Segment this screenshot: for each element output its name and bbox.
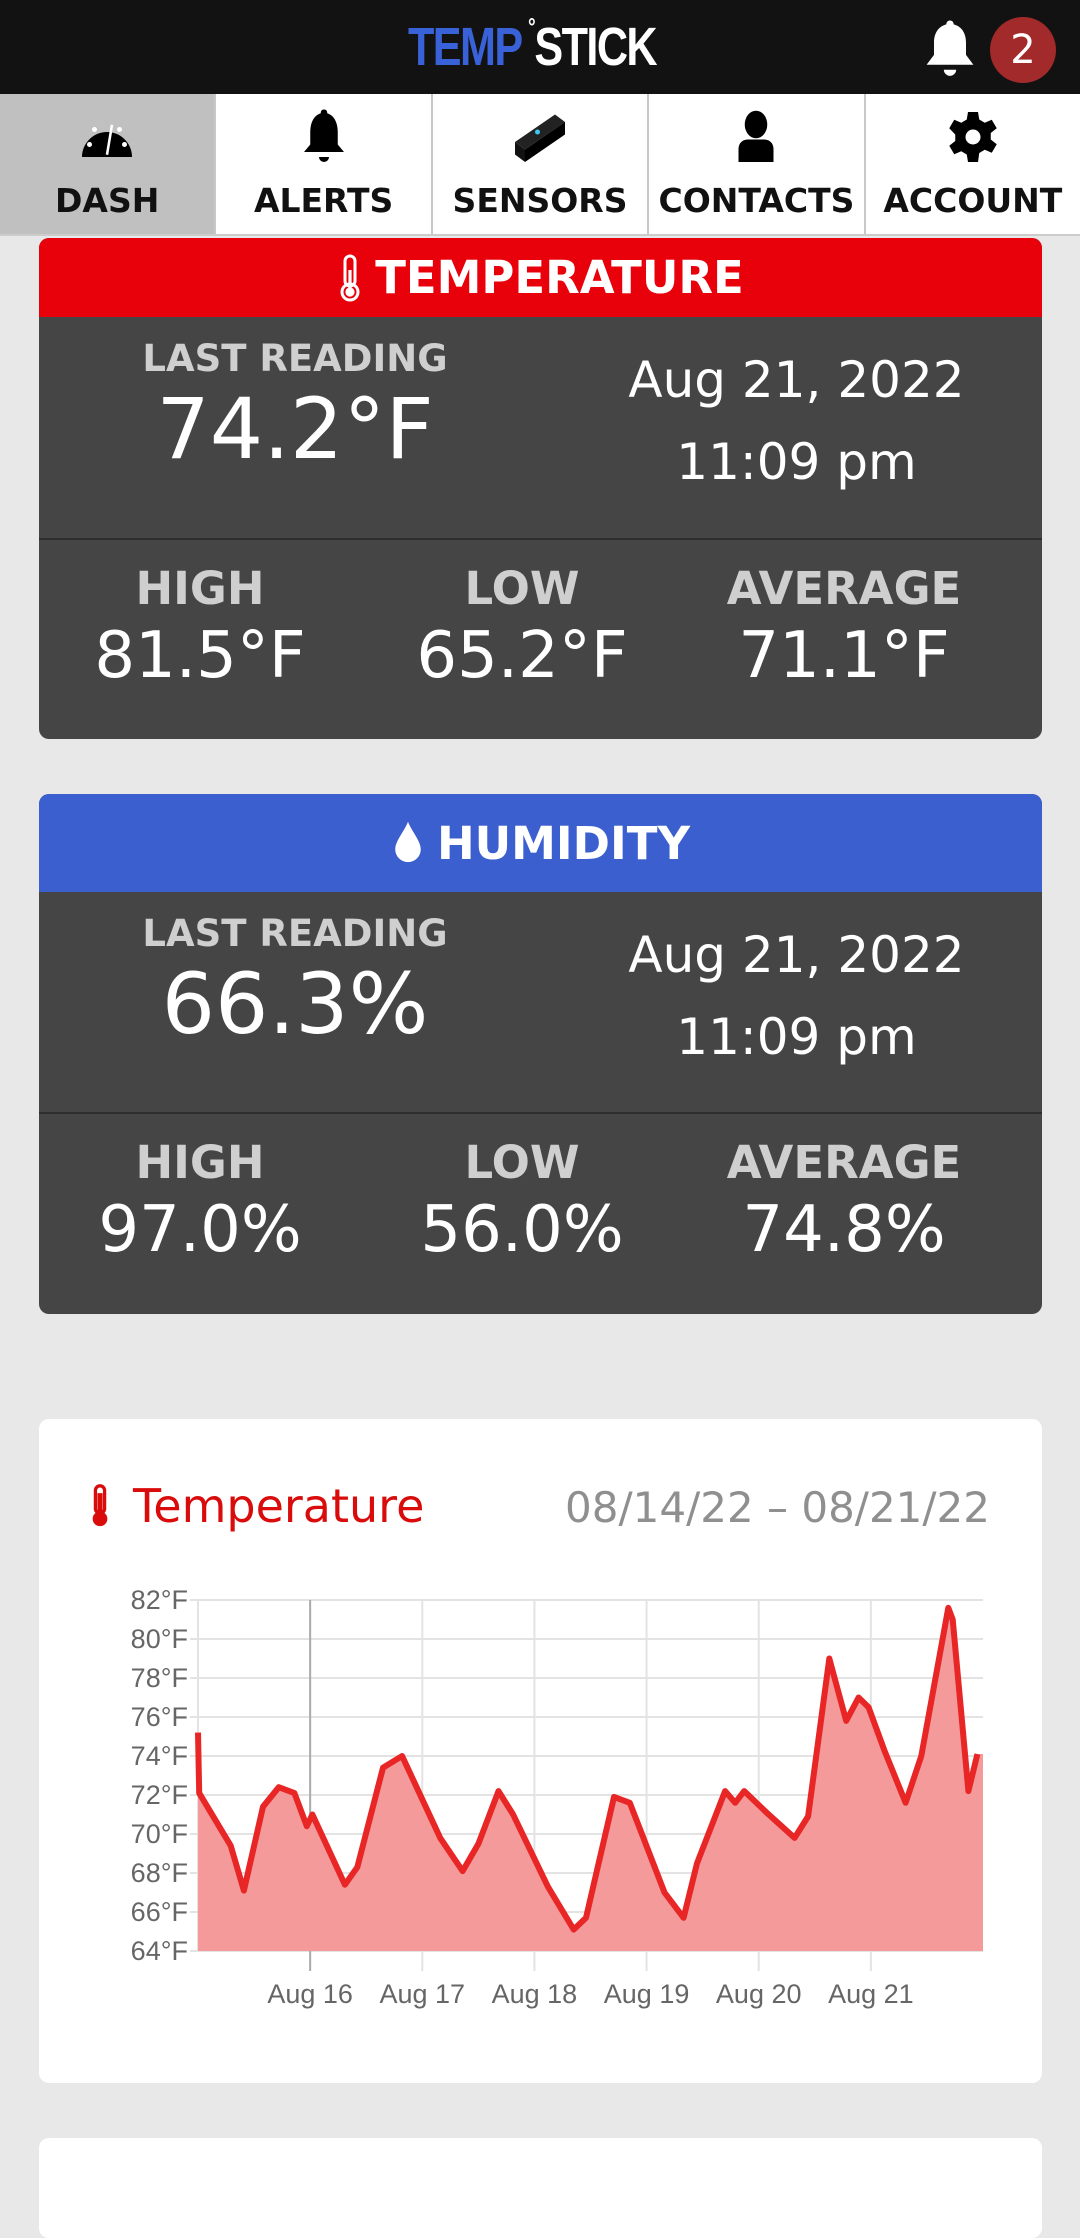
average-label: AVERAGE: [726, 562, 962, 615]
high-label: HIGH: [135, 1136, 265, 1189]
gear-icon: [949, 112, 997, 162]
reading-time: 11:09 pm: [676, 1008, 917, 1066]
y-tick-label: 66°F: [131, 1897, 188, 1927]
notifications-bell-icon[interactable]: [920, 18, 980, 82]
low-value: 65.2°F: [416, 619, 628, 693]
low-value: 56.0%: [420, 1193, 624, 1267]
reading-date: Aug 21, 2022: [628, 926, 965, 984]
gauge-icon: [82, 124, 133, 157]
y-tick-label: 78°F: [131, 1663, 188, 1693]
y-tick-label: 74°F: [131, 1741, 188, 1771]
temperature-chart: 64°F 66°F 68°F 70°F 72°F 74°F 76°F 78°F 80°F 82°F…: [131, 1585, 983, 2009]
high-label: HIGH: [135, 562, 265, 615]
high-value: 97.0%: [98, 1193, 302, 1267]
last-reading-value: 66.3%: [161, 955, 429, 1053]
y-tick-label: 64°F: [131, 1936, 188, 1966]
thermometer-icon: [340, 254, 360, 301]
temperature-chart-card: 64°F 66°F 68°F 70°F 72°F 74°F 76°F 78°F 80°F 82°F…: [39, 1419, 1042, 2083]
x-tick-label: Aug 17: [379, 1979, 465, 2009]
x-tick-label: Aug 18: [492, 1979, 578, 2009]
x-tick-label: Aug 20: [716, 1979, 802, 2009]
temp-stick-logo: TEMP ° STICK: [408, 14, 658, 77]
chart-date-range[interactable]: 08/14/22 – 08/21/22: [565, 1483, 990, 1532]
x-tick-label: Aug 16: [267, 1979, 353, 2009]
y-tick-label: 68°F: [131, 1858, 188, 1888]
tab-account[interactable]: ACCOUNT: [866, 94, 1080, 234]
humidity-card-header: HUMIDITY: [39, 794, 1042, 892]
chart-title: Temperature: [89, 1479, 424, 1533]
person-icon: [738, 110, 774, 162]
low-label: LOW: [464, 1136, 580, 1189]
last-reading-label: LAST READING: [142, 912, 448, 955]
main-nav: DASH ALERTS SENSORS CONTACTS ACCOUNT: [0, 94, 1080, 236]
reading-time: 11:09 pm: [676, 433, 917, 491]
notification-count-badge[interactable]: 2: [990, 17, 1056, 83]
y-tick-label: 76°F: [131, 1702, 188, 1732]
reading-date: Aug 21, 2022: [628, 351, 965, 409]
tab-dash[interactable]: DASH: [0, 94, 217, 234]
tab-alerts[interactable]: ALERTS: [216, 94, 433, 234]
tab-sensors[interactable]: SENSORS: [433, 94, 650, 234]
average-value: 71.1°F: [738, 619, 950, 693]
average-label: AVERAGE: [726, 1136, 962, 1189]
y-tick-label: 82°F: [131, 1585, 188, 1615]
x-tick-label: Aug 21: [828, 1979, 914, 2009]
high-value: 81.5°F: [94, 619, 306, 693]
y-tick-label: 72°F: [131, 1780, 188, 1810]
humidity-card: HUMIDITY LAST READING 66.3% Aug 21, 2022…: [39, 794, 1042, 1314]
last-reading-value: 74.2°F: [156, 380, 434, 478]
bell-icon: [303, 109, 344, 162]
water-drop-icon: [395, 821, 421, 863]
y-tick-label: 80°F: [131, 1624, 188, 1654]
temperature-card-header: TEMPERATURE: [39, 238, 1042, 317]
sensor-icon: [515, 114, 566, 162]
tab-contacts[interactable]: CONTACTS: [649, 94, 866, 234]
low-label: LOW: [464, 562, 580, 615]
temperature-card: TEMPERATURE LAST READING 74.2°F Aug 21, …: [39, 238, 1042, 739]
temperature-line: [195, 1604, 981, 1933]
thermometer-icon: [92, 1484, 108, 1527]
average-value: 74.8%: [742, 1193, 946, 1267]
last-reading-label: LAST READING: [142, 337, 448, 380]
temperature-area: [198, 1607, 983, 1951]
x-tick-label: Aug 19: [604, 1979, 690, 2009]
next-card: [39, 2138, 1042, 2238]
top-bar: TEMP ° STICK 2: [0, 0, 1080, 94]
y-tick-label: 70°F: [131, 1819, 188, 1849]
